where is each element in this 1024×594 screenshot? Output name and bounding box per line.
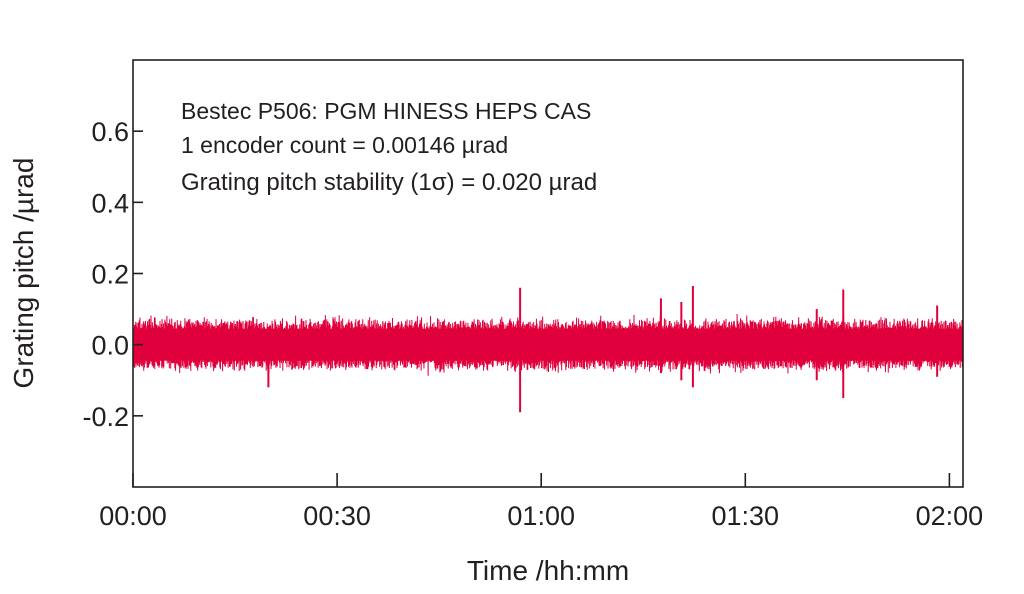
y-axis: 0.6 0.4 0.2 0.0 -0.2 [82, 117, 143, 432]
annotation-stability: Grating pitch stability (1σ) = 0.020 µra… [181, 169, 597, 196]
x-tick-label: 00:00 [99, 501, 167, 531]
plot-frame [132, 59, 964, 488]
y-axis-label: Grating pitch /µrad [8, 158, 39, 389]
annotation-encoder: 1 encoder count = 0.00146 µrad [181, 132, 508, 158]
y-tick-label: -0.2 [82, 402, 129, 432]
series-layer [132, 285, 964, 413]
series-line [132, 314, 964, 376]
y-tick-label: 0.0 [91, 331, 129, 361]
x-axis-label: Time /hh:mm [467, 555, 629, 586]
y-tick-label: 0.4 [91, 188, 129, 218]
annotation-title: Bestec P506: PGM HINESS HEPS CAS [181, 98, 591, 124]
y-tick-label: 0.6 [91, 117, 129, 147]
x-tick-label: 01:30 [712, 501, 780, 531]
y-tick-label: 0.2 [91, 260, 129, 290]
x-tick-label: 00:30 [303, 501, 371, 531]
x-tick-label: 02:00 [916, 501, 984, 531]
x-tick-label: 01:00 [507, 501, 575, 531]
x-axis: 00:00 00:30 01:00 01:30 02:00 [99, 473, 983, 531]
